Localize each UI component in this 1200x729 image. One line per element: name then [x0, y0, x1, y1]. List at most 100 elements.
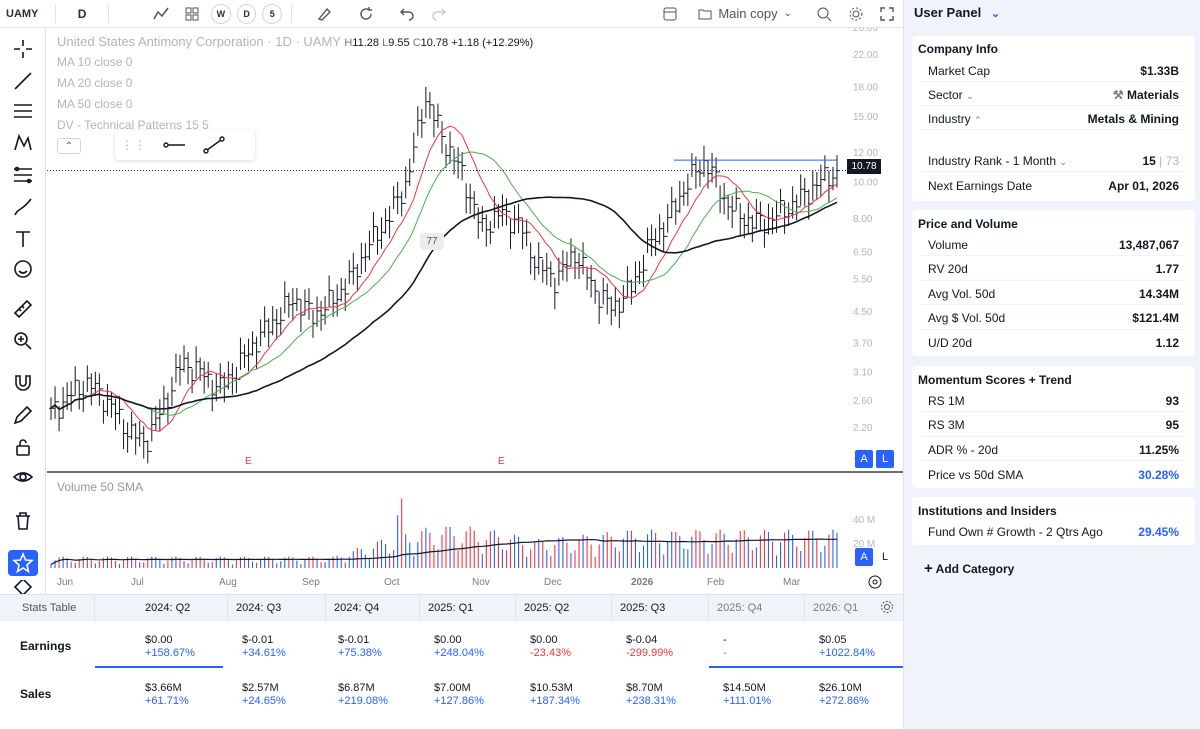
- stats-cell-change: +272.86%: [819, 695, 869, 707]
- divider: [107, 4, 109, 23]
- emoji-icon[interactable]: [8, 256, 38, 282]
- fib-icon[interactable]: [8, 162, 38, 188]
- add-category-label: Add Category: [935, 562, 1015, 576]
- redo-icon[interactable]: [423, 0, 455, 28]
- symbol-search[interactable]: UAMY: [6, 7, 39, 20]
- y-axis-tick-label: 2.60: [853, 396, 873, 407]
- crosshair-icon[interactable]: [8, 36, 38, 62]
- ma20-line: [50, 151, 838, 416]
- x-axis-tick-label: Dec: [544, 577, 562, 588]
- indicator-patterns[interactable]: DV - Technical Patterns 15 5: [57, 118, 209, 132]
- row-label-earnings: Earnings: [20, 639, 72, 653]
- x-axis-tick-label: Nov: [472, 577, 490, 588]
- brush-icon[interactable]: [8, 194, 38, 220]
- industry-row[interactable]: Industry ⌃ Metals & Mining: [920, 108, 1187, 130]
- panel-title[interactable]: User Panel ⌄: [914, 5, 1000, 20]
- stats-cell-change: +127.86%: [434, 695, 484, 707]
- sector-row[interactable]: Sector ⌄ ⚒ Materials: [920, 84, 1187, 106]
- stats-cell-value: $10.53M: [530, 682, 573, 694]
- indicators-icon[interactable]: [176, 0, 208, 28]
- price-volume-value: 1.77: [1155, 262, 1179, 276]
- x-axis-tick-label: Aug: [219, 577, 237, 588]
- interval-w-button[interactable]: W: [210, 3, 231, 24]
- low-value: 9.55: [388, 37, 410, 49]
- trash-icon[interactable]: [8, 508, 38, 534]
- drag-handle-icon[interactable]: ⋮⋮: [121, 138, 147, 152]
- momentum-row: RS 3M 95: [920, 415, 1187, 437]
- pattern-badge[interactable]: 77: [420, 233, 444, 250]
- ma10-line: [50, 125, 838, 432]
- stats-cell-value: $14.50M: [723, 682, 766, 694]
- stats-cell: $0.00 +158.67%: [145, 634, 195, 660]
- undo-icon[interactable]: [391, 0, 423, 28]
- ruler-icon[interactable]: [8, 296, 38, 322]
- fullscreen-icon[interactable]: [871, 0, 903, 28]
- interval-5-button[interactable]: 5: [262, 3, 283, 24]
- indicator-ma20[interactable]: MA 20 close 0: [57, 76, 133, 90]
- add-category-button[interactable]: + Add Category: [924, 560, 1014, 577]
- collapse-legend-button[interactable]: ⌃: [57, 138, 81, 154]
- card-title: Company Info: [918, 42, 998, 56]
- volume-auto-button[interactable]: A: [855, 548, 873, 566]
- favorites-star-icon[interactable]: [8, 550, 38, 576]
- momentum-label: Price vs 50d SMA: [928, 467, 1024, 482]
- interval-button[interactable]: D: [77, 6, 87, 21]
- indicator-ma10[interactable]: MA 10 close 0: [57, 55, 133, 69]
- auto-scale-button[interactable]: A: [855, 450, 873, 468]
- trend-line-icon[interactable]: [8, 68, 38, 94]
- indicator-ma50[interactable]: MA 50 close 0: [57, 97, 133, 111]
- x-axis-tick-label: Mar: [783, 577, 801, 588]
- horizontal-ray-icon[interactable]: [161, 135, 187, 155]
- stats-cell: $8.70M +238.31%: [626, 682, 676, 708]
- eraser-icon[interactable]: [308, 0, 340, 28]
- price-chart[interactable]: 26.00 22.00 18.00 15.00 12.00 10.00 8.00 6.50 5.…: [47, 23, 903, 594]
- plus-icon: +: [924, 560, 933, 577]
- row-separator: [95, 666, 223, 668]
- earnings-date-row: Next Earnings Date Apr 01, 2026: [920, 175, 1187, 197]
- close-label: C: [412, 37, 421, 49]
- interval-d-button[interactable]: D: [236, 3, 257, 24]
- zoom-in-icon[interactable]: [8, 328, 38, 354]
- settings-gear-icon[interactable]: [840, 0, 872, 28]
- momentum-row: RS 1M 93: [920, 390, 1187, 412]
- fund-own-row: Fund Own # Growth - 2 Qtrs Ago 29.45%: [920, 521, 1187, 543]
- volume-log-button[interactable]: L: [876, 548, 894, 566]
- volume-legend[interactable]: Volume 50 SMA: [57, 480, 144, 494]
- chevron-up-icon: ⌃: [64, 140, 74, 152]
- horizontal-lines-icon[interactable]: [8, 98, 38, 124]
- zoom-magnifier-icon[interactable]: [808, 0, 840, 28]
- time-axis-settings-icon[interactable]: [867, 574, 883, 590]
- stats-cell: $-0.01 +75.38%: [338, 634, 382, 660]
- price-volume-value: 1.12: [1155, 336, 1179, 350]
- diamond-icon[interactable]: [8, 580, 38, 594]
- chart-pane[interactable]: 26.00 22.00 18.00 15.00 12.00 10.00 8.00 6.50 5.…: [47, 23, 903, 594]
- panel-title-text: User Panel: [914, 5, 982, 20]
- earnings-marker[interactable]: E: [245, 456, 252, 467]
- stats-settings-gear-icon[interactable]: [880, 600, 894, 617]
- earnings-date-value: Apr 01, 2026: [1108, 179, 1179, 193]
- chart-type-icon[interactable]: [145, 0, 177, 28]
- stats-cell-change: -299.99%: [626, 647, 674, 659]
- user-panel: User Panel ⌄ Company Info Market Cap $1.…: [903, 0, 1200, 729]
- stats-cell: $26.10M +272.86%: [819, 682, 869, 708]
- pattern-icon[interactable]: [8, 130, 38, 156]
- log-scale-button[interactable]: L: [876, 450, 894, 468]
- refresh-icon[interactable]: [350, 0, 382, 28]
- industry-rank-row[interactable]: Industry Rank - 1 Month ⌄ 15 | 73: [920, 150, 1187, 172]
- line-segment-icon[interactable]: [201, 135, 227, 155]
- text-icon[interactable]: [8, 226, 38, 252]
- pencil-lock-icon[interactable]: [8, 402, 38, 428]
- earnings-date-label: Next Earnings Date: [928, 179, 1033, 193]
- eye-icon[interactable]: [8, 464, 38, 490]
- stats-cell-change: +187.34%: [530, 695, 580, 707]
- stats-cell-change: +61.71%: [145, 695, 189, 707]
- chart-legend: United States Antimony Corporation · 1D …: [57, 34, 533, 49]
- layout-selector[interactable]: Main copy ⌄: [686, 0, 804, 28]
- lock-icon[interactable]: [8, 434, 38, 460]
- magnet-icon[interactable]: [8, 370, 38, 396]
- earnings-marker[interactable]: E: [498, 456, 505, 467]
- layout-grid-icon[interactable]: [654, 0, 686, 28]
- market-cap-value: $1.33B: [1140, 63, 1179, 78]
- mining-icon: ⚒: [1112, 87, 1124, 102]
